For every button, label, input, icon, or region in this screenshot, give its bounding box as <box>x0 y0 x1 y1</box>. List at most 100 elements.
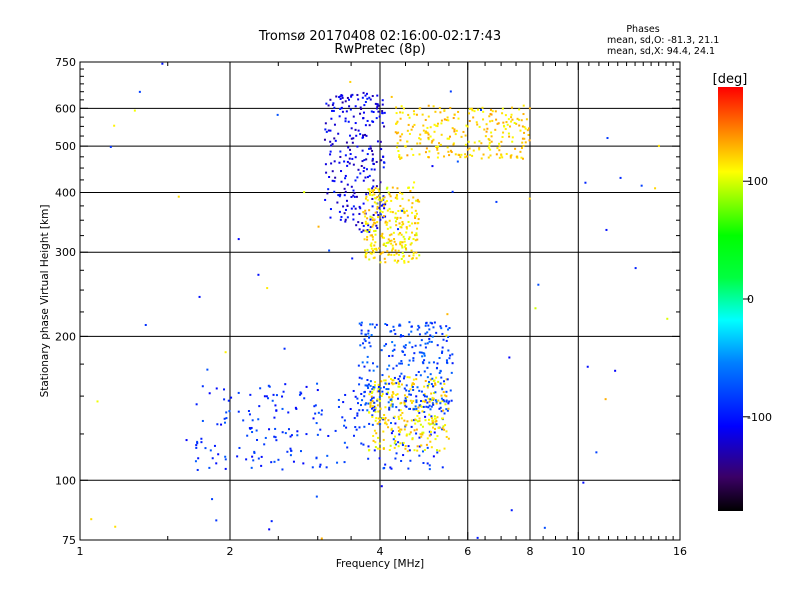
data-point <box>358 376 361 379</box>
data-point <box>445 430 448 433</box>
data-point <box>385 187 388 190</box>
data-point <box>378 194 381 197</box>
data-point <box>289 435 292 438</box>
data-point <box>407 186 410 189</box>
data-point <box>432 361 435 364</box>
data-point <box>376 399 379 402</box>
data-point <box>490 140 493 143</box>
data-point <box>376 447 379 450</box>
data-point <box>415 232 418 235</box>
data-point <box>259 387 262 390</box>
data-point <box>393 329 396 332</box>
data-point <box>344 100 347 103</box>
colorbar-label: [deg] <box>713 72 748 87</box>
data-point <box>317 411 320 414</box>
data-point <box>403 419 406 422</box>
data-point <box>445 339 448 342</box>
data-point <box>364 197 367 200</box>
data-point <box>368 258 371 261</box>
data-point <box>427 133 430 136</box>
grid-lines <box>80 62 680 540</box>
data-point <box>333 106 336 109</box>
data-point <box>410 148 413 151</box>
data-point <box>343 424 346 427</box>
data-point <box>440 327 443 330</box>
data-point <box>383 413 386 416</box>
data-point <box>397 381 400 384</box>
data-point <box>371 158 374 161</box>
data-point <box>353 417 356 420</box>
data-point <box>411 222 414 225</box>
data-point <box>374 233 377 236</box>
data-point <box>109 145 112 148</box>
data-point <box>366 97 369 100</box>
data-point <box>614 369 617 372</box>
data-point <box>400 226 403 229</box>
data-point <box>445 408 448 411</box>
data-point <box>505 121 508 124</box>
data-point <box>331 170 334 173</box>
data-point <box>368 193 371 196</box>
data-point <box>375 211 378 214</box>
data-point <box>320 537 323 540</box>
data-point <box>340 170 343 173</box>
data-point <box>372 223 375 226</box>
data-point <box>364 133 367 136</box>
data-point <box>422 129 425 132</box>
data-point <box>348 162 351 165</box>
data-point <box>381 103 384 106</box>
data-point <box>287 428 290 431</box>
data-point <box>445 435 448 438</box>
data-point <box>423 354 426 357</box>
data-point <box>355 195 358 198</box>
data-point <box>358 212 361 215</box>
data-point <box>412 254 415 257</box>
data-point <box>405 226 408 229</box>
data-point <box>388 234 391 237</box>
data-point <box>469 153 472 156</box>
data-point <box>344 218 347 221</box>
data-point <box>371 194 374 197</box>
data-point <box>211 457 214 460</box>
data-point <box>302 462 305 465</box>
data-point <box>177 195 180 198</box>
data-point <box>417 324 420 327</box>
data-point <box>509 125 512 128</box>
data-point <box>431 377 434 380</box>
data-point <box>385 388 388 391</box>
data-point <box>284 383 287 386</box>
data-point <box>385 343 388 346</box>
data-point <box>338 115 341 118</box>
data-point <box>364 94 367 97</box>
data-point <box>384 245 387 248</box>
data-point <box>443 394 446 397</box>
data-point <box>451 190 454 193</box>
data-point <box>500 140 503 143</box>
data-point <box>436 156 439 159</box>
data-point <box>374 197 377 200</box>
data-point <box>390 242 393 245</box>
data-point <box>414 344 417 347</box>
data-point <box>225 417 228 420</box>
data-point <box>380 148 383 151</box>
data-point <box>410 257 413 260</box>
data-point <box>414 405 417 408</box>
data-point <box>448 154 451 157</box>
data-point <box>367 383 370 386</box>
data-point <box>371 205 374 208</box>
data-point <box>379 209 382 212</box>
data-point <box>415 199 418 202</box>
data-point <box>511 136 514 139</box>
data-point <box>408 321 411 324</box>
data-point <box>381 112 384 115</box>
data-point <box>395 122 398 125</box>
data-point <box>436 125 439 128</box>
data-point <box>313 405 316 408</box>
data-point <box>391 349 394 352</box>
data-point <box>413 123 416 126</box>
data-point <box>396 216 399 219</box>
data-point <box>401 133 404 136</box>
data-point <box>275 439 278 442</box>
data-point <box>422 462 425 465</box>
data-point <box>334 139 337 142</box>
